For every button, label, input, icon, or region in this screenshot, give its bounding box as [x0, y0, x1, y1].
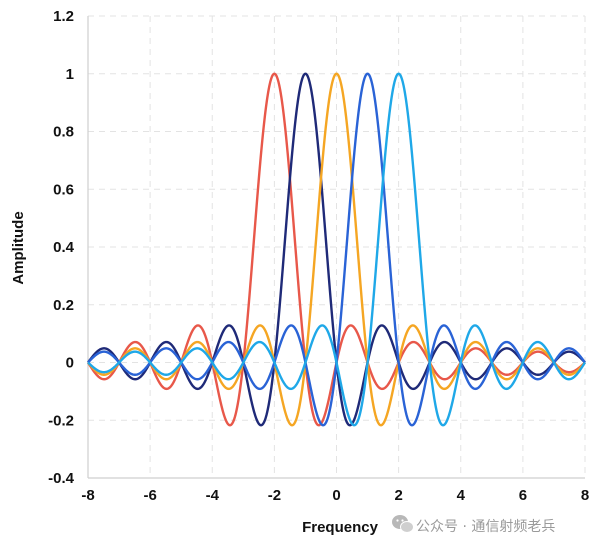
- axes-layer: [87, 16, 585, 479]
- wechat-icon: [392, 515, 414, 533]
- y-tick-label: -0.2: [48, 412, 74, 429]
- y-tick-label: 0.2: [53, 297, 74, 314]
- x-tick-label: 8: [581, 487, 589, 504]
- series-line-3: [87, 72, 586, 427]
- y-tick-label: 0: [66, 355, 74, 372]
- y-tick-label: 1: [66, 66, 74, 83]
- x-tick-label: 4: [457, 487, 466, 504]
- y-tick-label: 1.2: [53, 8, 74, 25]
- x-tick-label: 0: [332, 487, 340, 504]
- watermark-text: 公众号 · 通信射频老兵: [416, 519, 555, 535]
- x-tick-label: -2: [268, 487, 281, 504]
- x-tick-label: 2: [394, 487, 402, 504]
- tick-labels: -8 -6 -4 -2 0 2 4 6 8 -0.4 -0.2 0 0.2 0.4 0.6 0.8 1 1.2: [48, 8, 589, 504]
- y-tick-label: 0.8: [53, 124, 74, 141]
- x-tick-label: 6: [519, 487, 527, 504]
- grid-layer: [87, 15, 586, 479]
- y-tick-label: 0.6: [53, 181, 74, 198]
- x-tick-label: -8: [81, 487, 94, 504]
- series-layer: [86, 72, 587, 427]
- x-tick-label: -6: [143, 487, 156, 504]
- y-axis-label: Amplitude: [10, 211, 27, 284]
- series-line-5: [87, 72, 587, 427]
- y-tick-label: -0.4: [48, 470, 75, 487]
- x-axis-label: Frequency: [302, 519, 379, 536]
- x-tick-label: -4: [206, 487, 220, 504]
- y-tick-label: 0.4: [53, 239, 75, 256]
- watermark: 公众号 · 通信射频老兵: [392, 515, 555, 535]
